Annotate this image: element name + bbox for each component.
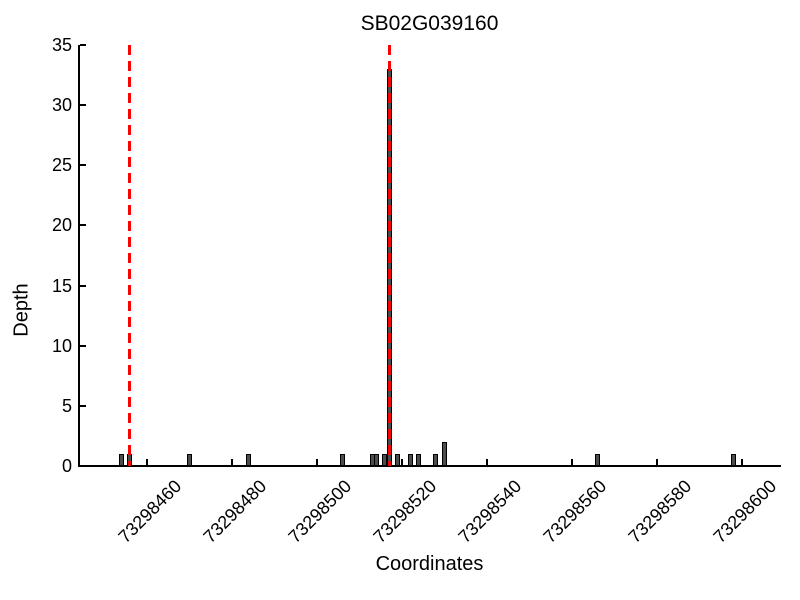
y-tick (80, 344, 86, 347)
y-tick-label: 35 (51, 35, 72, 55)
depth-bar (246, 453, 252, 466)
depth-bar (373, 453, 379, 466)
x-tick (740, 459, 743, 465)
y-tick-label: 25 (51, 155, 72, 176)
x-tick (145, 459, 148, 465)
depth-bar (730, 453, 736, 466)
x-tick-label: 73298580 (624, 476, 695, 547)
y-tick (80, 104, 86, 107)
x-tick (655, 459, 658, 465)
depth-bar (118, 453, 124, 466)
y-tick-label: 30 (51, 95, 72, 116)
x-axis-label: Coordinates (375, 553, 484, 575)
depth-bar (407, 453, 413, 466)
y-tick (80, 164, 86, 167)
chart-title: SB02G039160 (360, 12, 499, 35)
y-tick-label: 0 (61, 456, 72, 476)
x-tick-label: 73298500 (284, 476, 356, 547)
x-tick-label: 73298600 (709, 476, 780, 547)
x-tick-label: 73298560 (539, 476, 610, 547)
depth-bar (395, 453, 401, 466)
x-tick-label: 73298540 (454, 476, 526, 547)
x-tick (400, 459, 403, 465)
highlight-vline (387, 45, 391, 466)
y-tick (80, 284, 86, 287)
y-tick-label: 10 (51, 335, 72, 356)
depth-bar (186, 453, 192, 466)
y-tick-label: 20 (51, 215, 72, 236)
x-tick (230, 459, 233, 465)
depth-bar (594, 453, 600, 466)
x-tick-label: 73298460 (114, 476, 186, 547)
depth-bar (433, 453, 439, 466)
x-tick (315, 459, 318, 465)
y-tick-label: 5 (61, 395, 72, 416)
y-tick-label: 15 (51, 275, 72, 296)
x-axis-line (78, 465, 781, 467)
x-tick-label: 73298480 (199, 476, 271, 547)
x-tick (570, 459, 573, 465)
y-tick (80, 465, 86, 467)
y-tick (80, 44, 86, 46)
y-axis-line (78, 45, 80, 467)
x-tick (485, 459, 488, 465)
x-tick-label: 73298520 (369, 476, 441, 547)
y-tick (80, 224, 86, 227)
highlight-vline (128, 45, 132, 466)
y-tick (80, 404, 86, 407)
depth-bar (441, 441, 447, 466)
depth-bar (416, 453, 422, 466)
depth-bar (339, 453, 345, 466)
